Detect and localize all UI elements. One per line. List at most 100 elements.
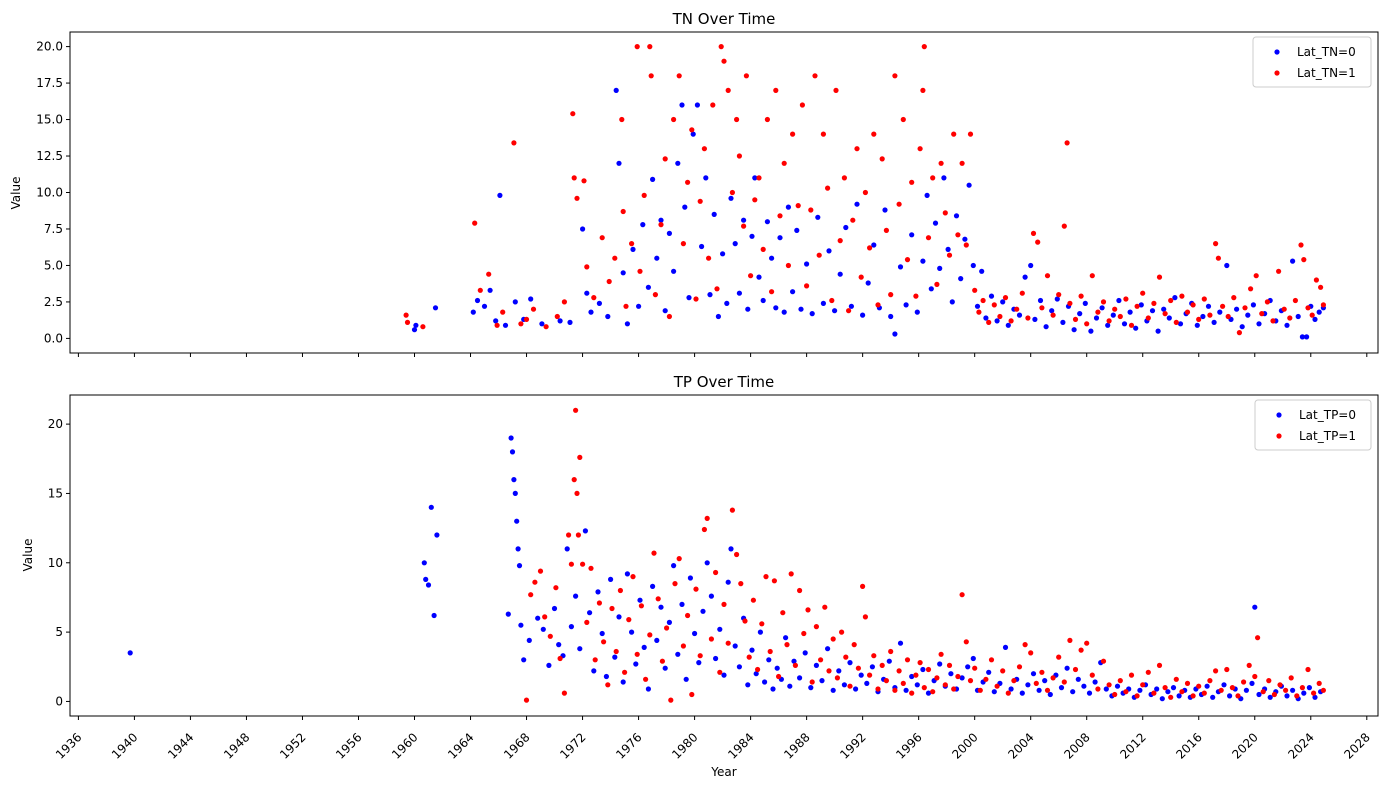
data-point-series-1 — [571, 175, 577, 181]
data-point-series-1 — [659, 658, 666, 664]
data-point-series-0 — [1082, 300, 1088, 306]
data-point-series-1 — [500, 309, 506, 315]
data-point-series-1 — [829, 297, 835, 304]
tp-legend: Lat_TP=0 Lat_TP=1 — [1254, 399, 1372, 451]
data-point-series-0 — [573, 593, 579, 599]
tn-y-axis-label: Value — [9, 177, 23, 210]
data-point-series-1 — [963, 639, 969, 645]
data-point-series-1 — [742, 618, 748, 624]
data-point-series-1 — [1134, 303, 1140, 309]
data-point-series-1 — [634, 651, 640, 657]
data-point-series-1 — [718, 44, 724, 50]
data-point-series-0 — [1071, 327, 1077, 333]
data-point-series-1 — [1072, 666, 1079, 673]
data-point-series-1 — [913, 293, 919, 299]
data-point-series-0 — [557, 318, 563, 324]
data-point-series-0 — [700, 608, 706, 614]
data-point-series-0 — [970, 655, 976, 662]
data-point-series-1 — [1316, 680, 1322, 687]
data-point-series-0 — [528, 296, 534, 302]
data-point-series-1 — [652, 292, 659, 298]
data-point-series-1 — [1173, 319, 1179, 325]
data-point-series-0 — [854, 201, 860, 207]
data-point-series-0 — [871, 242, 877, 248]
data-point-series-0 — [945, 246, 951, 252]
data-point-series-1 — [1190, 693, 1196, 699]
x-tick-label: 1968 — [501, 730, 532, 761]
data-point-series-1 — [955, 673, 961, 680]
data-point-series-1 — [930, 689, 936, 695]
data-point-series-0 — [1081, 683, 1087, 689]
data-point-series-1 — [904, 257, 911, 263]
data-point-series-0 — [637, 597, 643, 603]
x-tick-label: 1948 — [221, 730, 252, 761]
data-point-series-0 — [979, 268, 985, 274]
y-tick-label: 20.0 — [36, 40, 63, 54]
data-point-series-1 — [1318, 284, 1324, 290]
data-point-series-0 — [783, 635, 789, 641]
data-point-series-1 — [788, 571, 794, 577]
data-point-series-0 — [487, 287, 493, 293]
data-point-series-1 — [1050, 675, 1056, 681]
data-point-series-0 — [1043, 324, 1049, 330]
data-point-series-1 — [1224, 666, 1230, 673]
data-point-series-1 — [808, 207, 814, 213]
data-point-series-1 — [920, 87, 926, 93]
data-point-series-0 — [813, 662, 820, 669]
data-point-series-0 — [721, 672, 727, 678]
data-point-series-0 — [620, 270, 626, 276]
data-point-series-0 — [988, 293, 995, 299]
data-point-series-1 — [609, 605, 615, 612]
data-point-series-1 — [637, 268, 643, 274]
x-tick-label: 2016 — [1173, 730, 1204, 761]
data-point-series-0 — [624, 571, 631, 577]
data-point-series-0 — [1005, 322, 1011, 328]
data-point-series-1 — [801, 630, 807, 637]
data-point-series-0 — [769, 255, 775, 261]
data-point-series-1 — [666, 313, 673, 320]
data-point-series-0 — [869, 664, 876, 670]
data-point-series-0 — [662, 308, 668, 314]
data-point-series-1 — [994, 683, 1000, 689]
data-point-series-1 — [671, 116, 677, 123]
data-point-series-1 — [591, 295, 597, 301]
data-point-series-1 — [1064, 140, 1070, 146]
y-tick-label: 2.5 — [44, 295, 63, 309]
data-point-series-1 — [528, 592, 534, 598]
data-point-series-1 — [599, 235, 605, 241]
data-point-series-1 — [862, 614, 869, 620]
data-point-series-1 — [867, 245, 873, 251]
data-point-series-0 — [481, 303, 488, 309]
data-point-series-0 — [1149, 308, 1156, 314]
data-point-series-1 — [676, 73, 682, 79]
tn-legend-label-1: Lat_TN=1 — [1297, 66, 1356, 80]
data-point-series-1 — [930, 175, 936, 181]
data-point-series-0 — [815, 214, 821, 220]
data-point-series-1 — [942, 210, 948, 216]
data-point-series-0 — [970, 262, 976, 269]
data-point-series-1 — [818, 657, 824, 663]
y-tick-label: 0 — [55, 694, 63, 708]
data-point-series-1 — [780, 610, 786, 616]
x-tick-label: 2024 — [1285, 730, 1316, 761]
data-point-series-1 — [1201, 690, 1207, 696]
data-point-series-0 — [1312, 694, 1318, 700]
data-point-series-0 — [423, 576, 429, 583]
data-point-series-0 — [620, 679, 626, 685]
data-point-series-0 — [785, 204, 792, 210]
data-point-series-0 — [1177, 321, 1184, 327]
data-point-series-1 — [934, 281, 940, 287]
data-point-series-1 — [1305, 305, 1311, 311]
data-point-series-0 — [699, 243, 705, 250]
data-point-series-1 — [741, 223, 747, 229]
x-tick-label: 1976 — [613, 730, 644, 761]
data-point-series-1 — [875, 686, 881, 692]
data-point-series-0 — [1060, 319, 1066, 325]
data-point-series-0 — [713, 655, 719, 662]
data-point-series-1 — [623, 303, 629, 309]
data-point-series-0 — [962, 236, 968, 242]
data-point-series-0 — [1028, 262, 1034, 269]
data-point-series-1 — [511, 140, 517, 146]
data-point-series-1 — [1196, 316, 1202, 322]
data-point-series-1 — [532, 579, 538, 585]
